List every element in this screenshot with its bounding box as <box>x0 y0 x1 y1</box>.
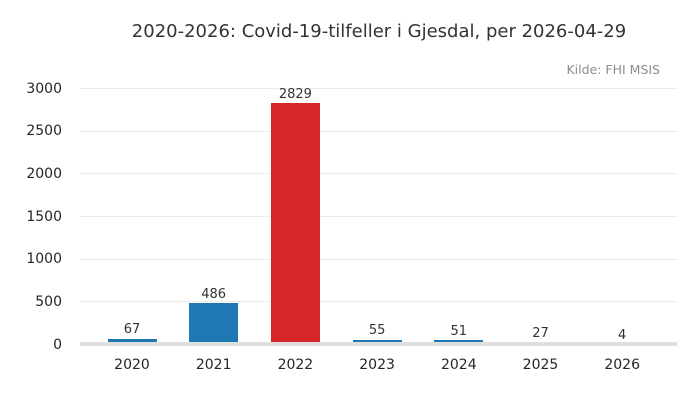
zero-baseline <box>80 342 677 346</box>
x-axis-tick-label: 2025 <box>522 357 559 373</box>
bar-2021 <box>189 303 239 345</box>
y-axis-tick-label: 2000 <box>26 165 62 182</box>
chart-title: 2020-2026: Covid-19-tilfeller i Gjesdal,… <box>131 21 627 42</box>
bar-2022 <box>270 103 320 345</box>
bar-value-label: 486 <box>201 286 227 302</box>
bar-value-label: 67 <box>123 322 141 338</box>
gridline <box>80 216 677 217</box>
y-axis-tick-label: 1000 <box>26 251 62 268</box>
gridline <box>80 173 677 175</box>
x-axis-tick-label: 2020 <box>114 357 150 373</box>
x-axis-tick-label: 2021 <box>195 357 232 373</box>
y-axis-tick-label: 2500 <box>26 123 62 140</box>
y-axis-tick-label: 3000 <box>26 80 62 97</box>
bar-value-label: 27 <box>532 325 549 341</box>
gridline <box>80 130 677 132</box>
x-axis-tick-label: 2026 <box>604 357 640 373</box>
gridline <box>80 258 677 260</box>
gridline <box>80 301 677 303</box>
x-axis-tick-label: 2024 <box>440 357 477 373</box>
bar-2020 <box>107 338 157 345</box>
y-axis-tick-label: 0 <box>53 336 62 353</box>
y-axis-tick-label: 500 <box>35 293 62 310</box>
bar-value-label: 2829 <box>278 86 312 102</box>
x-axis-tick-label: 2022 <box>277 357 314 373</box>
gridline <box>80 88 677 89</box>
bar-value-label: 55 <box>368 323 386 339</box>
source-annotation: Kilde: FHI MSIS <box>566 62 660 77</box>
bar-value-label: 4 <box>618 327 627 343</box>
x-axis-tick-label: 2023 <box>359 357 395 373</box>
y-axis-tick-label: 1500 <box>26 208 62 225</box>
bar-value-label: 51 <box>450 323 468 339</box>
